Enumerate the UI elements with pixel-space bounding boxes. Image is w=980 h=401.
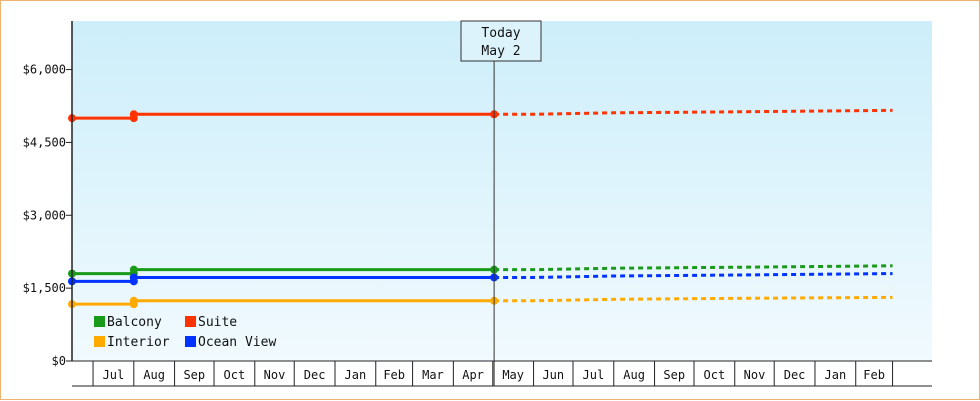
y-tick-label-2: $3,000	[23, 208, 66, 222]
x-tick-label-4: Nov	[264, 368, 286, 382]
legend-swatch-interior	[94, 336, 105, 347]
x-tick-label-11: Jun	[542, 368, 564, 382]
x-tick-label-5: Dec	[304, 368, 326, 382]
legend-swatch-ocean-view	[185, 336, 196, 347]
series-projection-interior	[494, 295, 893, 303]
x-tick-label-12: Jul	[583, 368, 605, 382]
axes-layer: $0 $1,500 $3,000 $4,500 $6,000 Jul Aug Sep Oct No…	[23, 21, 932, 387]
x-tick-label-14: Sep	[663, 368, 685, 382]
y-tick-label-0: $0	[52, 354, 66, 368]
y-tick-label-1: $1,500	[23, 281, 66, 295]
legend: Balcony Suite Interior Ocean View	[94, 315, 276, 350]
legend-label-balcony: Balcony	[107, 315, 162, 330]
legend-swatch-suite	[185, 316, 196, 327]
x-tick-label-6: Jan	[345, 368, 367, 382]
x-tick-label-10: May	[502, 368, 524, 382]
series-projection-ocean-view	[494, 272, 893, 279]
series-projection-balcony	[494, 264, 893, 272]
legend-label-ocean-view: Ocean View	[198, 335, 276, 350]
x-tick-label-2: Sep	[183, 368, 205, 382]
x-tick-label-17: Dec	[784, 368, 806, 382]
plot-background	[72, 21, 932, 361]
y-tick-label-3: $4,500	[23, 135, 66, 149]
x-tick-label-13: Aug	[623, 368, 645, 382]
y-tick-label-4: $6,000	[23, 63, 66, 77]
x-tick-label-1: Aug	[143, 368, 165, 382]
x-tick-label-19: Feb	[863, 368, 885, 382]
data-point-balcony-2	[129, 265, 138, 274]
data-point-suite-2	[129, 110, 138, 119]
x-tick-label-0: Jul	[103, 368, 125, 382]
today-date: May 2	[481, 44, 520, 59]
legend-label-suite: Suite	[198, 315, 237, 330]
series-projection-suite	[494, 108, 893, 116]
x-tick-label-7: Feb	[383, 368, 405, 382]
series-layer	[68, 108, 893, 309]
legend-swatch-balcony	[94, 316, 105, 327]
x-tick-label-9: Apr	[462, 368, 484, 382]
data-point-ocean-view-2	[129, 273, 138, 282]
today-box	[460, 20, 542, 62]
today-label: Today	[481, 26, 520, 41]
x-tick-label-3: Oct	[224, 368, 246, 382]
series-suite	[68, 108, 893, 123]
data-point-interior-2	[129, 296, 138, 305]
legend-label-interior: Interior	[107, 335, 170, 350]
x-tick-label-16: Nov	[744, 368, 766, 382]
x-tick-label-18: Jan	[825, 368, 847, 382]
x-tick-label-15: Oct	[704, 368, 726, 382]
x-tick-label-8: Mar	[422, 368, 444, 382]
today-marker: Today May 2	[460, 20, 542, 386]
